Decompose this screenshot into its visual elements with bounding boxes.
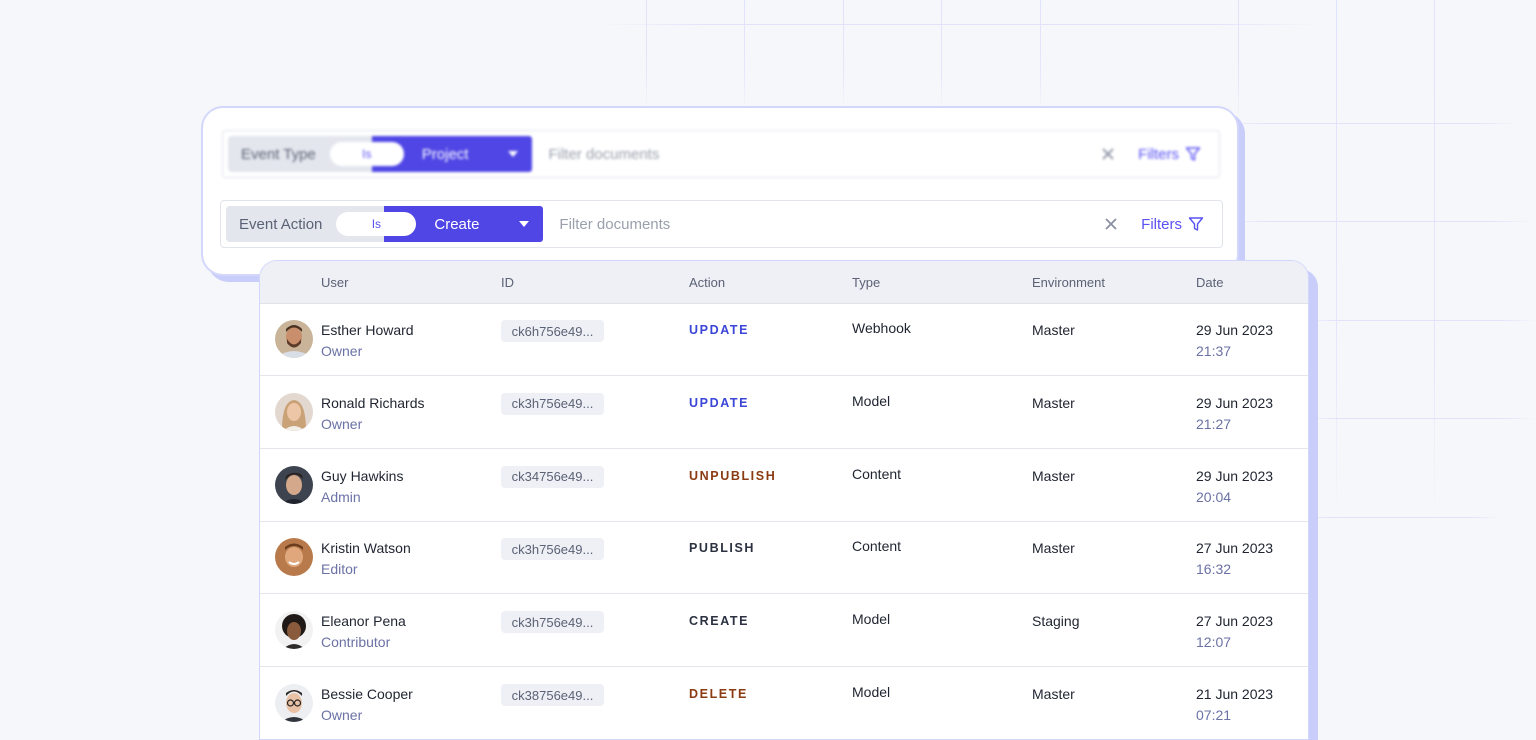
audit-log-table: User ID Action Type Environment Date Est… (259, 260, 1309, 740)
filter-field-label: Event Type (241, 145, 316, 163)
column-header-action[interactable]: Action (689, 275, 726, 290)
column-header-type[interactable]: Type (852, 275, 881, 290)
column-header-environment[interactable]: Environment (1032, 275, 1105, 290)
filters-label: Filters (1141, 215, 1182, 233)
time-cell: 07:21 (1196, 707, 1232, 723)
user-role: Editor (321, 561, 358, 578)
filter-operator[interactable]: Is (336, 212, 417, 236)
user-role: Contributor (321, 634, 391, 651)
avatar (275, 320, 313, 358)
type-cell: Model (852, 684, 891, 700)
action-badge: UPDATE (689, 395, 750, 410)
user-role: Owner (321, 343, 363, 359)
date-cell: 27 Jun 2023 (1196, 613, 1274, 630)
user-role: Owner (321, 415, 363, 432)
avatar (275, 684, 313, 722)
time-cell: 20:04 (1196, 488, 1232, 505)
environment-cell: Staging (1032, 613, 1080, 630)
avatar (275, 538, 313, 577)
table-row[interactable]: Ronald Richards Owner ck3h756e49... UPDATE M… (260, 376, 1308, 449)
action-badge: UNPUBLISH (689, 468, 777, 483)
user-name: Guy Hawkins (321, 467, 404, 484)
document-id[interactable]: ck3h756e49... (501, 538, 604, 561)
time-cell: 21:37 (1196, 343, 1232, 359)
action-badge: UPDATE (689, 323, 750, 337)
filter-documents-input[interactable] (546, 138, 1101, 170)
close-icon[interactable] (1100, 146, 1116, 162)
filters-button[interactable]: Filters (1141, 216, 1204, 233)
filter-documents-input[interactable] (557, 208, 1104, 240)
time-cell: 16:32 (1196, 561, 1232, 578)
filter-bar-event-type: Event Type Is Project Filters (222, 130, 1220, 178)
table-row[interactable]: Guy Hawkins Admin ck34756e49... UNPUBLISH Co… (260, 449, 1308, 522)
document-id[interactable]: ck6h756e49... (501, 320, 604, 342)
close-icon[interactable] (1103, 216, 1119, 232)
filter-value-label: Create (434, 215, 480, 233)
caret-down-icon (519, 221, 530, 227)
column-header-user[interactable]: User (321, 275, 349, 290)
type-cell: Model (852, 611, 891, 628)
table-row[interactable]: Bessie Cooper Owner ck38756e49... DELETE Mod… (260, 667, 1308, 739)
environment-cell: Master (1032, 540, 1075, 557)
column-header-id[interactable]: ID (501, 275, 514, 290)
time-cell: 21:27 (1196, 415, 1232, 432)
type-cell: Content (852, 538, 902, 555)
filters-button[interactable]: Filters (1138, 146, 1201, 163)
filter-field-label: Event Action (239, 215, 323, 233)
avatar (275, 392, 313, 431)
funnel-icon (1185, 147, 1201, 161)
user-name: Eleanor Pena (321, 613, 406, 630)
date-cell: 21 Jun 2023 (1196, 686, 1274, 702)
column-header-date[interactable]: Date (1196, 275, 1224, 290)
user-role: Admin (321, 488, 361, 505)
table-header: User ID Action Type Environment Date (260, 261, 1308, 304)
document-id[interactable]: ck3h756e49... (501, 392, 604, 415)
type-cell: Model (852, 392, 891, 409)
time-cell: 12:07 (1196, 634, 1232, 651)
action-badge: DELETE (689, 687, 748, 701)
type-cell: Webhook (852, 320, 911, 336)
environment-cell: Master (1032, 467, 1075, 484)
environment-cell: Master (1032, 322, 1075, 338)
user-name: Esther Howard (321, 322, 414, 338)
table-row[interactable]: Kristin Watson Editor ck3h756e49... PUBLISH… (260, 521, 1308, 595)
filter-value-label: Project (421, 145, 469, 163)
environment-cell: Master (1032, 686, 1075, 702)
user-name: Bessie Cooper (321, 686, 413, 702)
document-id[interactable]: ck34756e49... (501, 465, 604, 488)
table-row[interactable]: Esther Howard Owner ck6h756e49... UPDATE Web… (260, 303, 1308, 376)
environment-cell: Master (1032, 394, 1075, 411)
filter-card: Event Type Is Project Filters Event Acti… (201, 106, 1239, 276)
caret-down-icon (508, 151, 519, 157)
filter-field[interactable]: Event Type Is (228, 136, 404, 172)
avatar (275, 465, 313, 504)
user-name: Kristin Watson (321, 540, 411, 557)
filter-chip[interactable]: Event Action Is Create (226, 206, 544, 242)
filter-field[interactable]: Event Action Is (226, 206, 417, 242)
date-cell: 27 Jun 2023 (1196, 540, 1274, 557)
table-row[interactable]: Eleanor Pena Contributor ck3h756e49... CREA… (260, 594, 1308, 668)
filter-chip[interactable]: Event Type Is Project (228, 136, 533, 172)
action-badge: PUBLISH (689, 541, 756, 556)
avatar (275, 611, 313, 650)
date-cell: 29 Jun 2023 (1196, 322, 1274, 338)
type-cell: Content (852, 465, 902, 482)
user-role: Owner (321, 707, 363, 723)
filter-operator[interactable]: Is (329, 142, 404, 166)
document-id[interactable]: ck3h756e49... (501, 611, 604, 634)
date-cell: 29 Jun 2023 (1196, 467, 1274, 484)
filter-bar-event-action: Event Action Is Create Filters (220, 200, 1223, 248)
funnel-icon (1188, 217, 1204, 231)
filters-label: Filters (1138, 145, 1179, 163)
document-id[interactable]: ck38756e49... (501, 684, 604, 706)
action-badge: CREATE (689, 614, 750, 629)
date-cell: 29 Jun 2023 (1196, 394, 1274, 411)
user-name: Ronald Richards (321, 394, 425, 411)
